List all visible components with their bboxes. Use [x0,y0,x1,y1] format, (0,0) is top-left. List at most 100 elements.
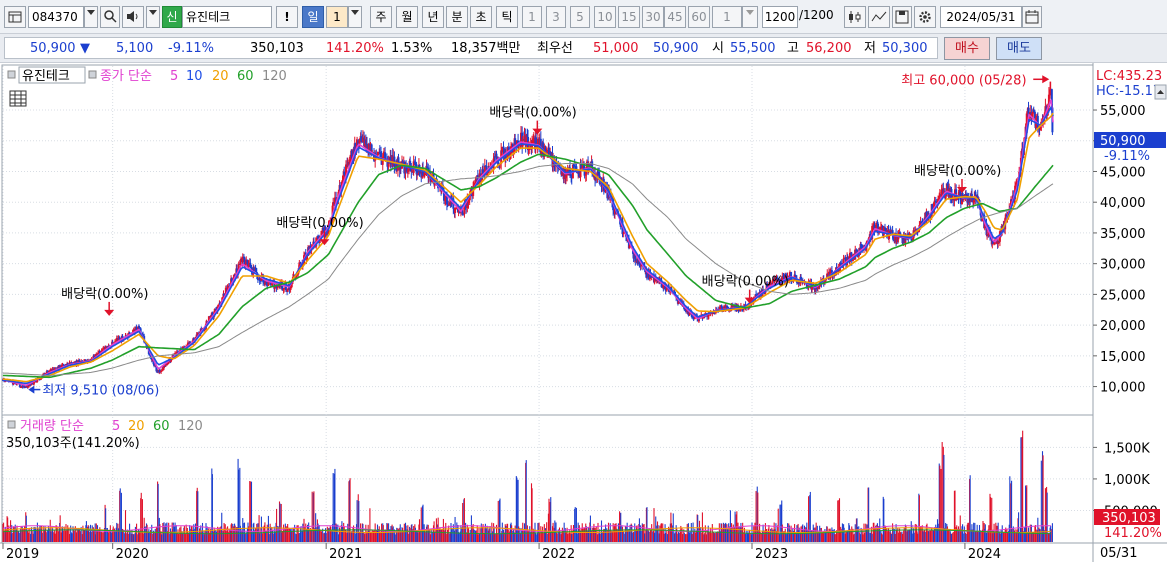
candle-body [786,276,789,279]
interval-3-button[interactable]: 3 [546,6,566,28]
price-tick-label: 20,000 [1100,319,1146,334]
candle-body [1039,126,1042,130]
candle-body [97,352,100,356]
candle-body [333,197,336,204]
dividend-label: 배당락(0.00%) [276,216,363,231]
interval-5-button[interactable]: 5 [570,6,590,28]
candle-body [444,195,447,200]
low-arrow-icon [28,385,35,394]
candle-body [366,143,368,146]
search-icon[interactable] [100,6,120,28]
bar-count-input[interactable]: 1200 [762,6,798,28]
candle-body [676,297,679,304]
sound-dropdown-chevron-icon[interactable] [146,6,160,28]
code-dropdown-chevron-icon[interactable] [84,6,98,28]
settings-gear-icon[interactable] [914,6,936,28]
tab-tick[interactable]: 틱 [496,6,518,28]
period-multiplier[interactable]: 1 [326,6,348,28]
calendar-icon[interactable] [1022,6,1042,28]
candle-body [835,267,838,269]
candle-body [23,386,26,388]
interval-10-button[interactable]: 10 [594,6,616,28]
candle-body [502,146,505,149]
interval-1-button[interactable]: 1 [522,6,542,28]
candle-type-icon[interactable] [844,6,866,28]
hc-marker: HC:-15.17 [1096,84,1161,99]
candle-body [809,282,812,285]
low-label: 최저 9,510 (08/06) [42,384,159,399]
candle-body [527,148,530,151]
candle-body [517,144,520,149]
interval-15-button[interactable]: 15 [618,6,640,28]
tab-yearly[interactable]: 년 [422,6,444,28]
period-dropdown-chevron-icon[interactable] [348,6,362,28]
interval-45-button[interactable]: 45 [664,6,686,28]
tab-weekly[interactable]: 주 [370,6,392,28]
candle-body [638,258,641,266]
tab-second[interactable]: 초 [470,6,492,28]
candle-body [1031,113,1033,119]
date-input[interactable]: 2024/05/31 [940,6,1022,28]
last-volume-label: 350,103 [1102,511,1156,526]
candle-body [574,166,577,168]
scroll-icon[interactable] [1154,84,1167,100]
candle-body [239,260,242,265]
legend-ma20: 20 [212,69,229,84]
candle-body [662,282,665,289]
screen-menu-icon[interactable] [4,6,26,28]
candle-body [525,134,528,147]
candle-body [393,156,396,167]
candle-body [342,171,345,181]
candle-body [972,197,975,203]
alert-button[interactable]: ! [276,6,298,28]
candle-body [100,350,103,352]
candle-body [763,292,766,294]
candle-body [448,202,451,206]
candle-body [878,227,881,230]
interval-input[interactable]: 1 [712,6,742,28]
candle-body [860,243,863,248]
sound-icon[interactable] [122,6,144,28]
volume-tick-label: 1,000K [1104,473,1150,488]
candle-body [303,252,306,256]
sell-button[interactable]: 매도 [996,37,1042,60]
candle-body [192,338,195,341]
candle-body [548,147,550,155]
candle-body [264,280,267,284]
candle-body [697,317,700,322]
stock-name-field[interactable]: 유진테크 [182,6,272,28]
candle-body [242,256,245,258]
grid-table-icon[interactable] [9,90,27,107]
best-ask: 51,000 [593,41,639,56]
tab-daily[interactable]: 일 [302,6,324,28]
candle-body [945,183,948,193]
candle-body [981,218,984,221]
tab-minute[interactable]: 분 [446,6,468,28]
buy-button[interactable]: 매수 [944,37,990,60]
candle-body [901,238,904,244]
candle-body [39,378,42,380]
interval-dropdown-chevron-icon[interactable] [742,6,758,28]
volume-ma-line [2,527,1052,533]
candle-body [59,365,62,368]
volume-current: 350,103주(141.20%) [6,436,140,451]
candle-body [170,358,172,362]
candle-body [35,381,38,383]
price-tick-label: 55,000 [1100,104,1146,119]
stock-chart[interactable]: 배당락(0.00%) 배당락(0.00%) 배당락(0.00%) 배당락(0.00%)… [0,63,1167,562]
candle-body [298,262,301,270]
save-icon[interactable] [892,6,912,28]
candle-body [397,157,400,163]
candle-body [570,176,573,179]
stock-code-input[interactable]: 084370 [28,6,84,28]
tab-monthly[interactable]: 월 [396,6,418,28]
candle-body [49,369,52,371]
interval-60-button[interactable]: 60 [688,6,710,28]
credit-badge: 신 [162,6,182,28]
candle-body [777,279,780,282]
candle-body [95,353,98,355]
candle-body [275,285,278,289]
interval-30-button[interactable]: 30 [642,6,664,28]
candle-body [465,206,468,209]
trendline-icon[interactable] [868,6,890,28]
